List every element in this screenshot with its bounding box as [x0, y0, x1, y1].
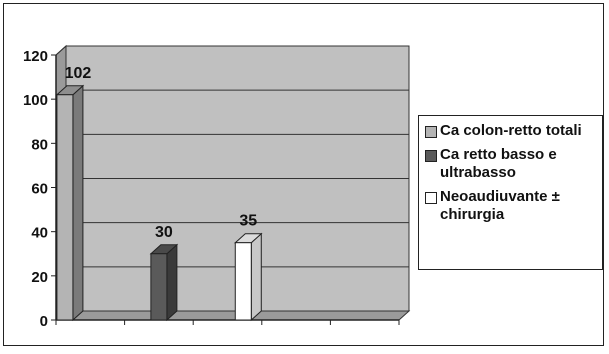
bar-side	[166, 243, 178, 322]
bar-side	[250, 232, 262, 322]
legend-item: Neoaudiuvante ± chirurgia	[425, 188, 598, 224]
legend-label: Neoaudiuvante ± chirurgia	[440, 188, 560, 223]
data-label: 102	[65, 65, 92, 82]
y-tick-label: 0	[40, 313, 48, 330]
chart-frame: 0 20 40 60 80 100 120 102 30 35 Ca colon-retto to…	[3, 3, 604, 346]
y-tick-label: 20	[31, 269, 48, 286]
chart-legend: Ca colon-retto totali Ca retto basso e u…	[418, 115, 603, 270]
legend-label: Ca retto basso e ultrabasso	[440, 146, 557, 181]
legend-item: Ca retto basso e ultrabasso	[425, 146, 598, 182]
y-tick-label: 40	[31, 225, 48, 242]
data-label: 35	[239, 213, 257, 230]
legend-swatch	[425, 150, 437, 162]
legend-item: Ca colon-retto totali	[425, 122, 598, 140]
bar	[234, 242, 252, 321]
bar-chart: 0 20 40 60 80 100 120 102 30 35	[23, 44, 411, 330]
legend-swatch	[425, 192, 437, 204]
y-tick-label: 80	[31, 136, 48, 153]
bar	[56, 94, 74, 321]
y-tick-label: 60	[31, 181, 48, 198]
bar	[150, 253, 168, 321]
legend-label: Ca colon-retto totali	[440, 122, 582, 139]
legend-swatch	[425, 126, 437, 138]
plot-floor	[54, 310, 411, 321]
data-label: 30	[155, 224, 173, 241]
y-tick-label: 100	[23, 92, 48, 109]
bar-side	[72, 84, 84, 322]
y-tick-label: 120	[23, 48, 48, 65]
gridline	[55, 45, 409, 56]
